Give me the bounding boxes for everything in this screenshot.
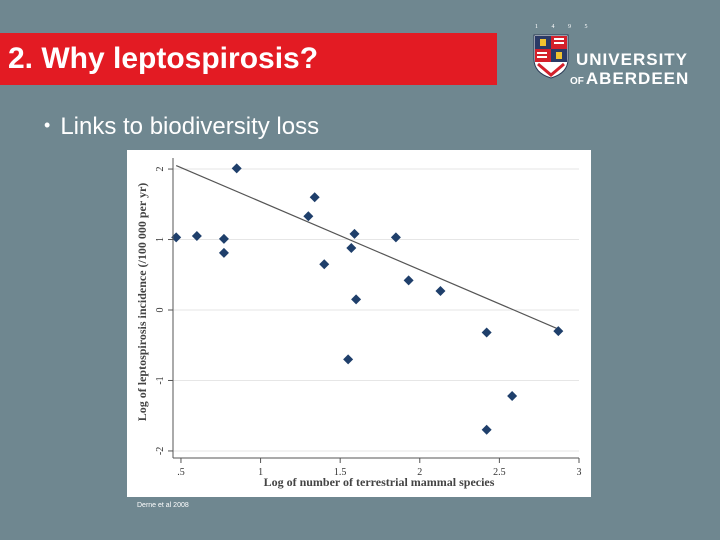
y-tick-label: 0 — [155, 308, 166, 313]
logo-university-text: UNIVERSITY — [576, 50, 689, 69]
data-point — [309, 192, 320, 203]
x-tick-label: 2 — [417, 467, 422, 478]
trend-line — [175, 164, 559, 330]
x-tick-label: 1 — [258, 467, 263, 478]
logo-of-text: OF — [570, 76, 584, 87]
source-caption: Derne et al 2008 — [137, 502, 189, 509]
data-point — [349, 228, 360, 239]
y-tick-label: 1 — [155, 237, 166, 242]
university-logo: 1 4 9 5 UNIVERSITY OF ABERDEEN — [528, 24, 698, 89]
slide-title: 2. Why leptospirosis? — [8, 42, 319, 75]
data-point — [346, 242, 357, 253]
y-tick-label: -1 — [155, 376, 166, 384]
data-point — [343, 354, 354, 365]
x-tick-label: 2.5 — [493, 467, 506, 478]
y-tick-label: -2 — [155, 447, 166, 455]
data-point — [171, 232, 182, 243]
x-axis-label: Log of number of terrestrial mammal spec… — [264, 475, 495, 489]
x-tick-label: .5 — [177, 467, 185, 478]
data-point — [191, 231, 202, 241]
data-point — [481, 327, 492, 338]
data-point — [218, 233, 229, 244]
data-point — [481, 424, 492, 435]
bullet-dot-icon: • — [44, 115, 51, 135]
data-point — [435, 285, 446, 296]
bullet-text: Links to biodiversity loss — [60, 113, 320, 140]
logo-year: 1 4 9 5 — [535, 24, 594, 30]
logo-aberdeen-line: OF ABERDEEN — [570, 69, 689, 89]
y-axis-label: Log of leptospirosis incidence (/100 000… — [135, 183, 149, 422]
data-point — [403, 275, 414, 286]
crest-icon — [533, 34, 569, 79]
data-point — [507, 390, 518, 401]
points-layer — [171, 163, 564, 435]
x-tick-label: 3 — [577, 467, 582, 478]
data-point — [231, 163, 242, 174]
scatter-chart: -2 -1 0 1 2.5 1 1.5 2 2.5 3 Log of number of terr… — [127, 150, 591, 497]
grid-layer — [173, 168, 579, 452]
data-point — [351, 294, 362, 305]
data-point — [553, 326, 564, 337]
logo-aberdeen-text: ABERDEEN — [585, 69, 690, 88]
x-tick-label: 1.5 — [334, 467, 347, 478]
data-point — [218, 247, 229, 258]
data-point — [390, 232, 401, 243]
data-point — [303, 211, 314, 222]
y-tick-label: 2 — [155, 167, 166, 172]
trend-layer — [175, 164, 559, 330]
bullet-item: • Links to biodiversity loss — [44, 113, 319, 141]
data-point — [319, 259, 330, 270]
title-bar: 2. Why leptospirosis? — [0, 33, 497, 85]
